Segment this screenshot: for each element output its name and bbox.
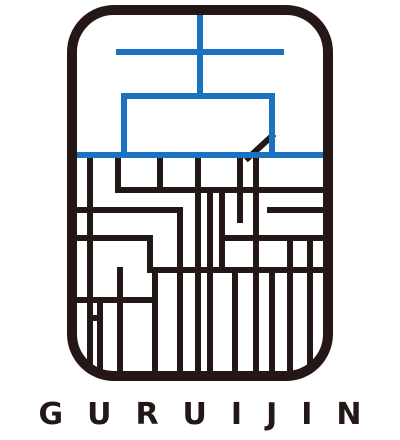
frame-border: [67, 5, 333, 381]
brand-wordmark: GURUIJIN: [38, 396, 386, 432]
kanji-accent: [72, 8, 330, 158]
logo-mark-icon: [67, 5, 333, 381]
lattice-pattern: [72, 131, 328, 376]
